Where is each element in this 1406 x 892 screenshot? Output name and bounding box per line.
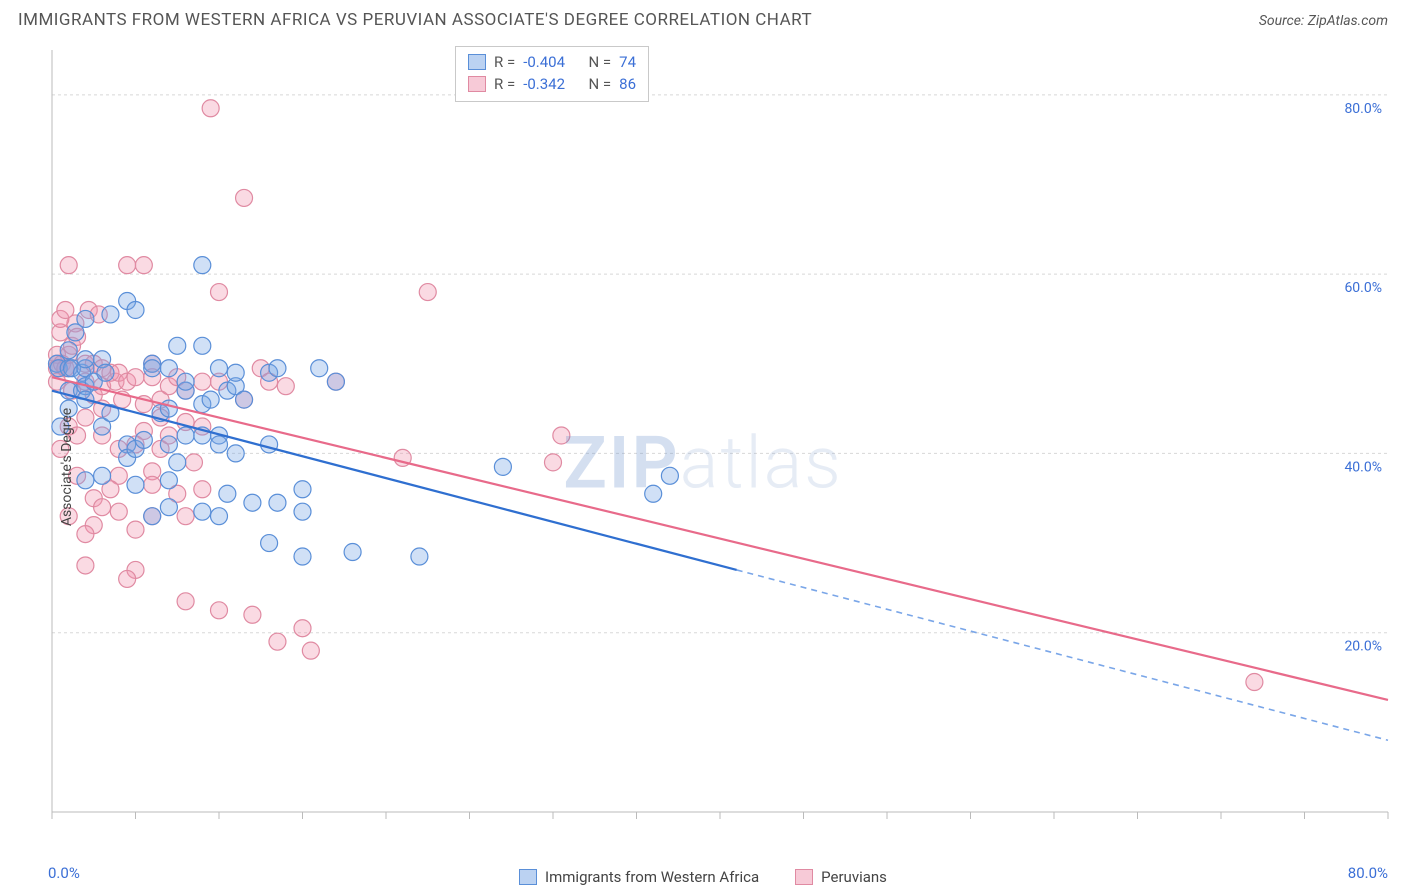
legend-row-blue: R = -0.404 N = 74 bbox=[468, 51, 636, 73]
source-prefix: Source: bbox=[1259, 13, 1308, 29]
legend-item-blue: Immigrants from Western Africa bbox=[519, 868, 759, 886]
source-name: ZipAtlas.com bbox=[1308, 13, 1388, 29]
legend-row-pink: R = -0.342 N = 86 bbox=[468, 73, 636, 95]
svg-text:40.0%: 40.0% bbox=[1344, 459, 1382, 475]
svg-text:80.0%: 80.0% bbox=[1344, 101, 1382, 117]
legend-label: Immigrants from Western Africa bbox=[545, 868, 759, 886]
n-label: N = bbox=[588, 51, 611, 73]
r-label: R = bbox=[494, 73, 515, 95]
n-value: 74 bbox=[619, 51, 636, 73]
swatch-blue bbox=[519, 869, 537, 885]
scatter-chart: 20.0% 40.0% 60.0% 80.0% bbox=[0, 42, 1406, 862]
y-axis-label: Associate's Degree bbox=[59, 408, 75, 526]
svg-text:20.0%: 20.0% bbox=[1344, 639, 1382, 655]
n-label: N = bbox=[588, 73, 611, 95]
legend-label: Peruvians bbox=[821, 868, 887, 886]
svg-text:60.0%: 60.0% bbox=[1344, 280, 1382, 296]
swatch-pink bbox=[795, 869, 813, 885]
r-value: -0.404 bbox=[523, 51, 565, 73]
swatch-blue bbox=[468, 54, 486, 70]
correlation-legend: R = -0.404 N = 74 R = -0.342 N = 86 bbox=[455, 46, 649, 102]
chart-area: Associate's Degree ZIPatlas 20.0%40.0%60… bbox=[0, 42, 1406, 892]
n-value: 86 bbox=[619, 73, 636, 95]
source-attribution: Source: ZipAtlas.com bbox=[1259, 13, 1388, 29]
legend-item-pink: Peruvians bbox=[795, 868, 887, 886]
series-legend: Immigrants from Western Africa Peruvians bbox=[0, 868, 1406, 886]
r-label: R = bbox=[494, 51, 515, 73]
r-value: -0.342 bbox=[523, 73, 565, 95]
chart-title: IMMIGRANTS FROM WESTERN AFRICA VS PERUVI… bbox=[18, 10, 812, 30]
swatch-pink bbox=[468, 76, 486, 92]
